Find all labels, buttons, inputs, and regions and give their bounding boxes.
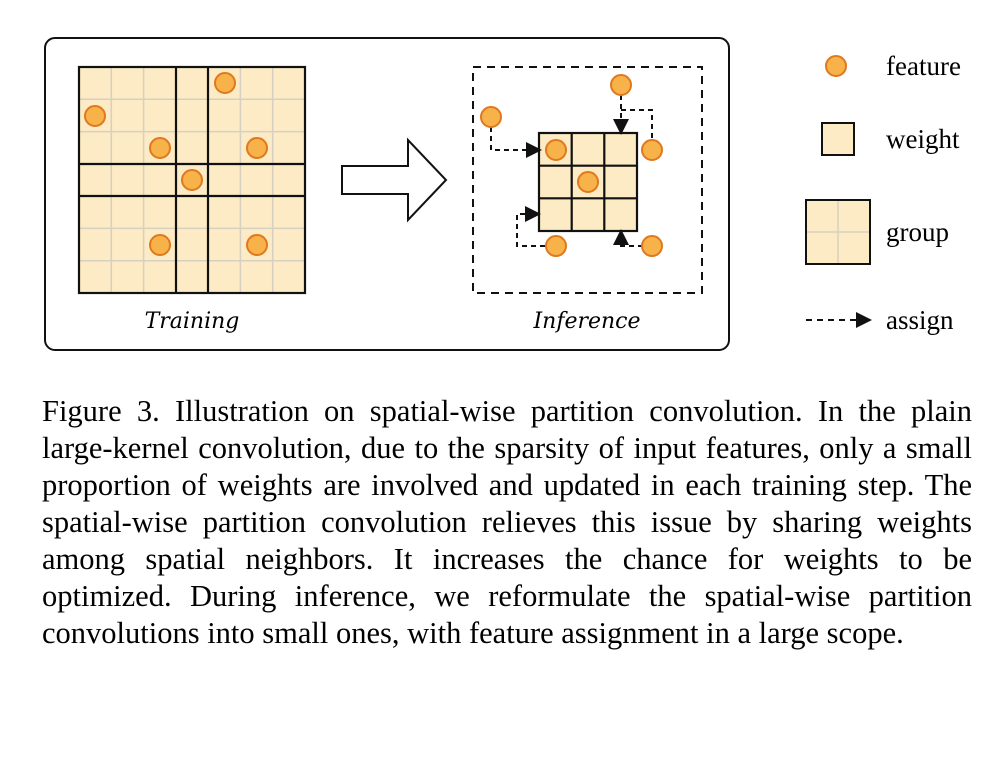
inference-features — [480, 74, 663, 257]
feature-dot — [577, 171, 599, 193]
feature-dot — [545, 235, 567, 257]
feature-dot — [641, 235, 663, 257]
legend-group-label: group — [886, 217, 949, 247]
feature-dot — [480, 106, 502, 128]
feature-dot — [641, 139, 663, 161]
figure-diagram: Training Inference — [44, 37, 961, 351]
feature-dot — [84, 105, 106, 127]
training-label: Training — [145, 309, 240, 334]
inference-label: Inference — [532, 309, 640, 334]
figure-caption: Figure 3. Illustration on spatial-wise p… — [42, 394, 972, 650]
training-panel: Training — [77, 65, 307, 334]
legend-assign-label: assign — [886, 305, 954, 335]
legend-weight-icon — [821, 122, 855, 156]
legend-weight-label: weight — [886, 124, 960, 154]
legend: feature weight group assign — [805, 51, 961, 335]
feature-dot — [149, 137, 171, 159]
legend-feature-icon — [825, 55, 847, 77]
legend-group-icon — [805, 199, 871, 265]
inference-kernel-grid — [537, 131, 639, 233]
legend-feature-label: feature — [886, 51, 961, 81]
transform-arrow — [341, 137, 448, 223]
feature-dot — [246, 234, 268, 256]
feature-dot — [181, 169, 203, 191]
training-fine-grid — [79, 67, 305, 293]
inference-panel: Inference — [472, 66, 703, 334]
feature-dot — [545, 139, 567, 161]
inference-scope-box — [472, 66, 703, 294]
feature-dot — [149, 234, 171, 256]
training-group-grid — [77, 65, 307, 295]
figure-frame — [44, 37, 730, 351]
feature-dot — [610, 74, 632, 96]
feature-dot — [246, 137, 268, 159]
training-features — [84, 72, 268, 256]
feature-dot — [214, 72, 236, 94]
